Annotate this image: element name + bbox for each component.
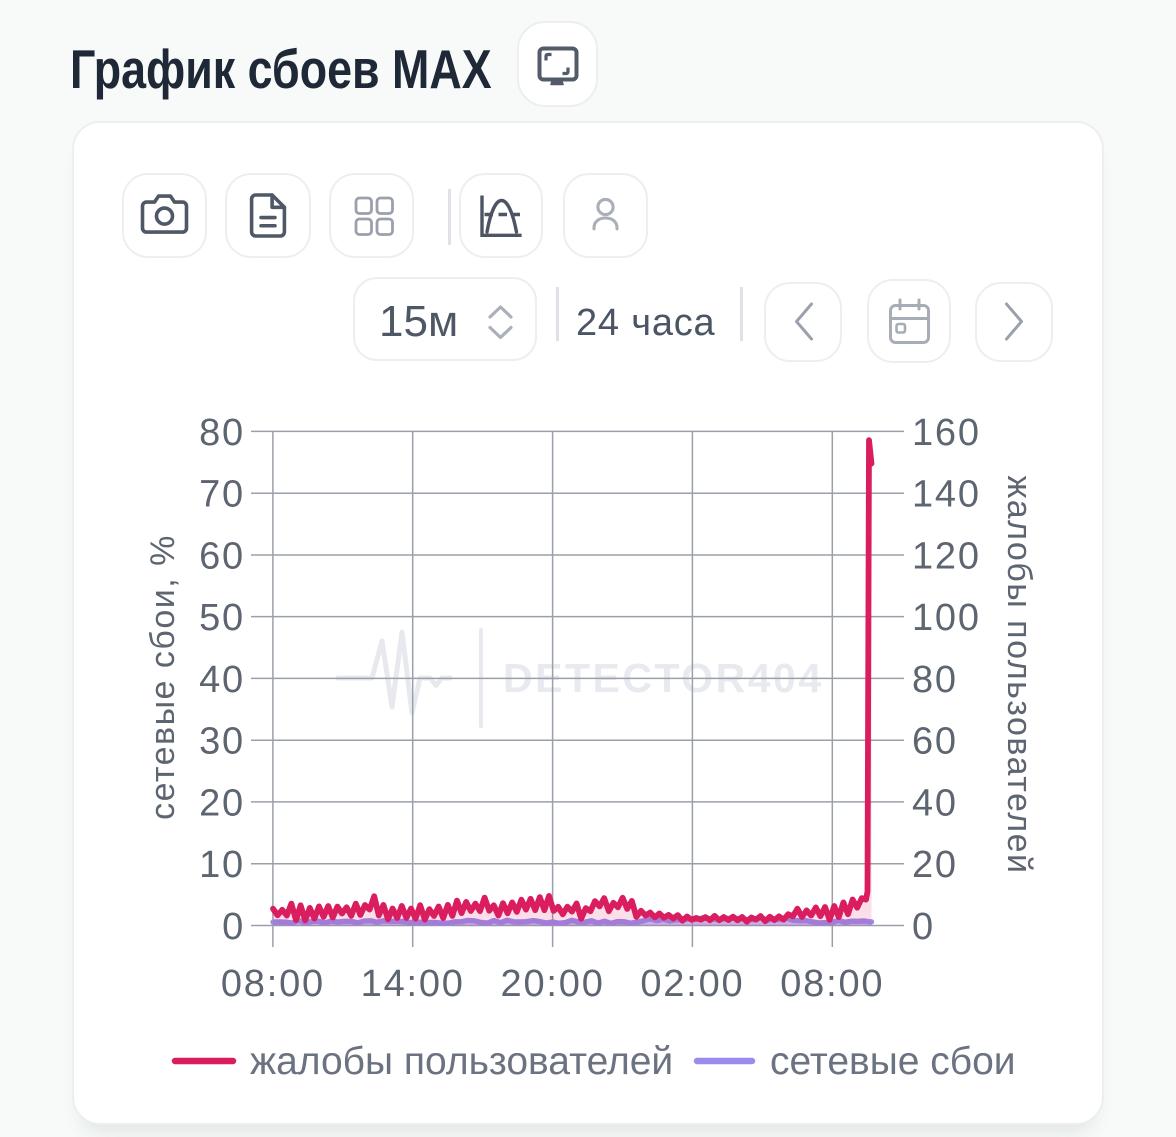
svg-text:20:00: 20:00 bbox=[501, 963, 605, 1005]
svg-text:40: 40 bbox=[912, 782, 958, 824]
svg-text:08:00: 08:00 bbox=[221, 963, 325, 1005]
svg-text:сетевые сбои, %: сетевые сбои, % bbox=[144, 534, 182, 820]
svg-text:160: 160 bbox=[912, 412, 981, 454]
svg-text:10: 10 bbox=[199, 844, 245, 886]
svg-text:80: 80 bbox=[912, 659, 958, 701]
svg-text:100: 100 bbox=[912, 597, 981, 639]
svg-text:жалобы пользователей: жалобы пользователей bbox=[1000, 476, 1038, 875]
svg-text:40: 40 bbox=[199, 659, 245, 701]
svg-text:жалобы пользователей: жалобы пользователей bbox=[250, 1040, 673, 1083]
svg-text:30: 30 bbox=[199, 721, 245, 763]
svg-text:14:00: 14:00 bbox=[361, 963, 465, 1005]
svg-text:50: 50 bbox=[199, 597, 245, 639]
svg-text:120: 120 bbox=[912, 536, 981, 578]
svg-text:20: 20 bbox=[199, 782, 245, 824]
svg-text:60: 60 bbox=[912, 721, 958, 763]
svg-text:60: 60 bbox=[199, 536, 245, 578]
svg-text:08:00: 08:00 bbox=[780, 963, 884, 1005]
svg-text:20: 20 bbox=[912, 844, 958, 886]
svg-text:80: 80 bbox=[199, 412, 245, 454]
svg-text:02:00: 02:00 bbox=[640, 963, 744, 1005]
svg-text:70: 70 bbox=[199, 474, 245, 516]
svg-text:сетевые сбои: сетевые сбои bbox=[770, 1040, 1016, 1083]
svg-text:140: 140 bbox=[912, 474, 981, 516]
svg-text:0: 0 bbox=[912, 906, 935, 948]
svg-text:0: 0 bbox=[222, 906, 245, 948]
